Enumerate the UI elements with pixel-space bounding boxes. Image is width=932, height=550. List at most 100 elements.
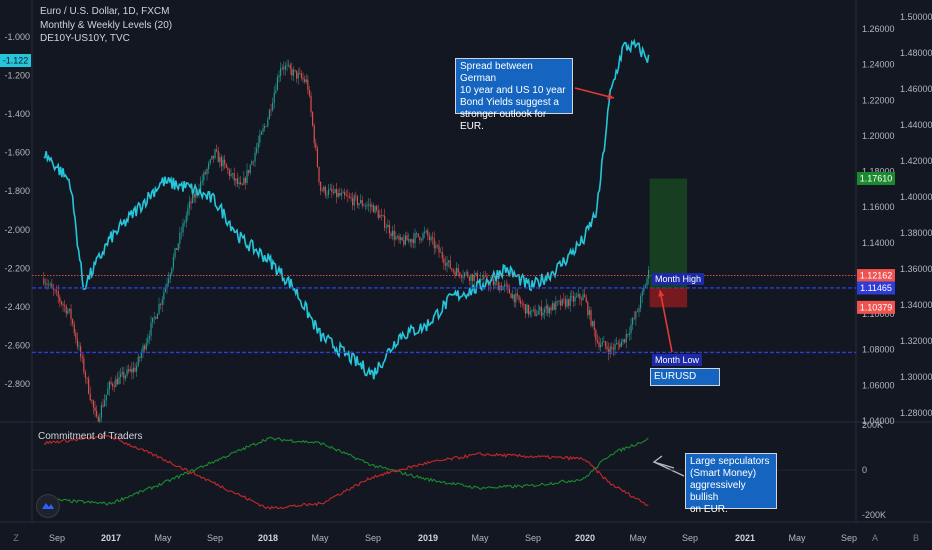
candle-body <box>409 239 411 243</box>
candle-body <box>281 67 283 69</box>
candle-body <box>257 142 259 148</box>
candle-body <box>504 284 506 287</box>
position-box[interactable] <box>649 178 688 308</box>
candle-body <box>313 125 315 144</box>
left-axis-tick: -2.400 <box>4 302 30 312</box>
candle-body <box>499 285 501 291</box>
candle-body <box>166 283 168 287</box>
candle-body <box>616 343 618 345</box>
candle-body <box>408 239 410 241</box>
candle-body <box>251 161 253 165</box>
right-axis-tick: 1.34000 <box>900 300 932 310</box>
candle-body <box>334 189 336 193</box>
candle-body <box>588 310 591 316</box>
candle-body <box>393 230 395 240</box>
candle-body <box>289 64 291 69</box>
candle-body <box>190 201 192 204</box>
candle-body <box>422 233 424 240</box>
candle-body <box>235 178 237 181</box>
chart-legend[interactable]: Euro / U.S. Dollar, 1D, FXCM Monthly & W… <box>40 5 172 46</box>
candle-body <box>153 317 155 318</box>
candle-body <box>126 369 128 376</box>
candle-body <box>256 147 258 153</box>
tradingview-logo-icon[interactable] <box>36 494 60 518</box>
candle-body <box>291 68 293 76</box>
candle-body <box>91 400 93 401</box>
mid-axis-tick: 1.24000 <box>862 60 895 70</box>
candle-body <box>187 208 189 216</box>
candle-body <box>432 237 434 239</box>
candle-body <box>307 79 309 90</box>
cot-commercials-line <box>43 434 649 511</box>
spread-note[interactable]: Spread between German 10 year and US 10 … <box>455 58 573 132</box>
candle-body <box>108 381 111 389</box>
candle-body <box>150 322 152 336</box>
candle-body <box>324 186 327 196</box>
candle-body <box>544 309 546 313</box>
candle-body <box>483 275 485 280</box>
right-axis-tick: 1.30000 <box>900 372 932 382</box>
candle-body <box>448 260 450 263</box>
candle-body <box>193 194 195 198</box>
candle-body <box>185 215 187 223</box>
candle-body <box>121 372 123 374</box>
candle-body <box>553 303 555 310</box>
candle-body <box>571 295 573 297</box>
candle-body <box>323 186 325 192</box>
spread-arrow-head <box>607 93 614 100</box>
left-axis-tick: -1.600 <box>4 148 30 158</box>
time-axis-tick: 2019 <box>418 533 438 543</box>
candle-body <box>297 73 299 79</box>
candle-body <box>524 304 527 314</box>
left-axis-tick: -1.400 <box>4 109 30 119</box>
candle-body <box>395 236 397 240</box>
legend-symbol-title[interactable]: Euro / U.S. Dollar, 1D, FXCM <box>40 6 170 17</box>
month-low-label[interactable]: Month Low <box>652 354 703 366</box>
candle-body <box>78 346 80 347</box>
month-high-label[interactable]: Month High <box>652 273 705 285</box>
candle-body <box>56 290 58 292</box>
candle-body <box>515 293 517 303</box>
candle-body <box>366 205 368 206</box>
candle-body <box>611 346 613 349</box>
cot-note[interactable]: Large sepculators (Smart Money) aggressi… <box>685 453 777 515</box>
candle-body <box>142 345 144 353</box>
candle-body <box>326 194 328 196</box>
candle-body <box>574 296 576 302</box>
candle-body <box>305 79 307 82</box>
month-high-arrow-head <box>658 290 665 297</box>
mid-axis-tick: 1.14000 <box>862 238 895 248</box>
candle-body <box>65 305 67 314</box>
candle-body <box>81 356 83 359</box>
right-axis-tick: 1.50000 <box>900 12 932 22</box>
candle-body <box>624 339 626 343</box>
candle-body <box>480 279 482 282</box>
cot-pane-title[interactable]: Commitment of Traders <box>38 431 143 442</box>
right-axis-tick: 1.46000 <box>900 84 932 94</box>
candle-body <box>328 189 330 195</box>
candle-body <box>411 239 413 243</box>
eurusd-label[interactable]: EURUSD <box>650 368 720 386</box>
candle-body <box>275 90 277 93</box>
candle-body <box>102 405 104 407</box>
candle-body <box>302 77 304 80</box>
candle-body <box>596 340 599 343</box>
eurusd-candles <box>43 59 650 424</box>
candle-body <box>345 195 347 197</box>
price-tag-text: 1.17610 <box>860 173 893 183</box>
candle-body <box>174 248 176 258</box>
candle-body <box>363 205 365 207</box>
candle-body <box>376 206 378 211</box>
candle-body <box>420 239 423 241</box>
candle-body <box>353 195 355 206</box>
candle-body <box>134 367 136 372</box>
candle-body <box>180 232 183 234</box>
legend-indicator[interactable]: Monthly & Weekly Levels (20) <box>40 19 173 31</box>
candle-body <box>459 272 461 277</box>
legend-compare-symbol[interactable]: DE10Y-US10Y, TVC <box>40 33 130 44</box>
annotation-arrows <box>574 87 685 477</box>
left-current-tag <box>0 54 31 68</box>
candle-body <box>582 294 584 301</box>
candle-body <box>60 301 63 305</box>
candle-body <box>603 341 605 343</box>
